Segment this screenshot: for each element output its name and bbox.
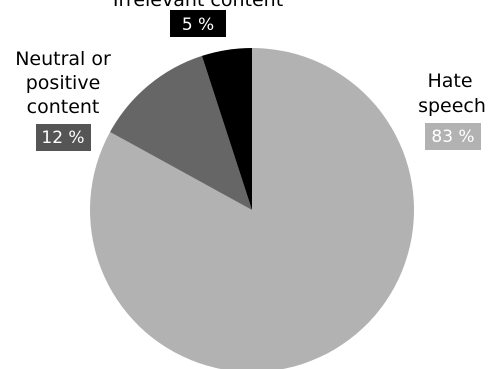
hate-speech-label-line-1: Hate — [427, 70, 472, 92]
pie-slice-2 — [201, 48, 252, 210]
neutral-label-line-3: content — [27, 96, 100, 118]
label-neutral-positive: Neutral or positive content 12 % — [15, 48, 111, 151]
label-hate-speech: Hate speech 83 % — [418, 70, 486, 150]
hate-speech-label-line-2: speech — [418, 95, 486, 117]
irrelevant-label: Irrelevant content — [113, 0, 283, 11]
pie-slice-1 — [110, 55, 252, 211]
irrelevant-value-label: 5 % — [182, 15, 214, 35]
neutral-label-line-2: positive — [26, 72, 101, 94]
neutral-value-label: 12 % — [41, 128, 84, 148]
hate-speech-value-label: 83 % — [431, 127, 474, 147]
hate-speech-value-box — [425, 123, 481, 150]
pie-slices — [90, 48, 415, 369]
pie-slice-0 — [90, 48, 415, 369]
irrelevant-value-box — [170, 10, 226, 37]
neutral-value-box — [36, 124, 91, 151]
label-irrelevant-content: Irrelevant content 5 % — [113, 0, 283, 37]
neutral-label-line-1: Neutral or — [15, 48, 111, 70]
